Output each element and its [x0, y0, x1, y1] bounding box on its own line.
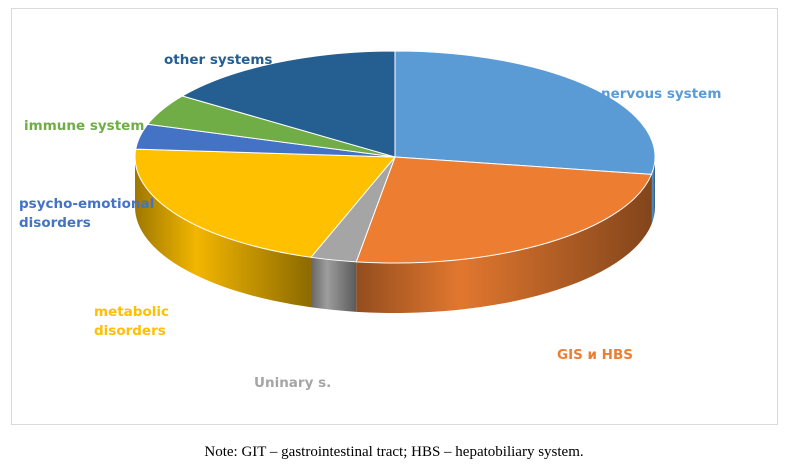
- figure-note: Note: GIT – gastrointestinal tract; HBS …: [204, 444, 584, 460]
- label-other-systems: other systems: [164, 52, 273, 68]
- label-urinary-system: Uninary s.: [254, 375, 332, 391]
- pie-side-metabolic: [135, 157, 311, 308]
- pie-slice-nervous-system: [394, 50, 656, 175]
- label-immune-system: immune system: [24, 118, 145, 134]
- label-nervous-system: nervous system: [601, 86, 722, 102]
- pie-side-gis-hbs: [356, 174, 652, 314]
- pie-slice-metabolic: [134, 148, 396, 258]
- pie-side-walls: [135, 157, 655, 314]
- label-gis-hbs: GIS и HBS: [557, 347, 633, 363]
- label-psycho-emotional-disorders: psycho-emotional disorders: [19, 196, 155, 231]
- label-metabolic-disorders: metabolic disorders: [94, 304, 169, 339]
- pie-side-nervous-system: [651, 157, 655, 225]
- pie-side-uninary-s-: [310, 257, 357, 312]
- chart-frame: nervous system GIS и HBS Uninary s. meta…: [11, 8, 778, 425]
- pie-slice-gis-hbs: [355, 156, 652, 264]
- pie-slice-other-systems: [181, 50, 396, 158]
- pie-chart: [134, 50, 656, 314]
- pie-top-face: [134, 50, 656, 264]
